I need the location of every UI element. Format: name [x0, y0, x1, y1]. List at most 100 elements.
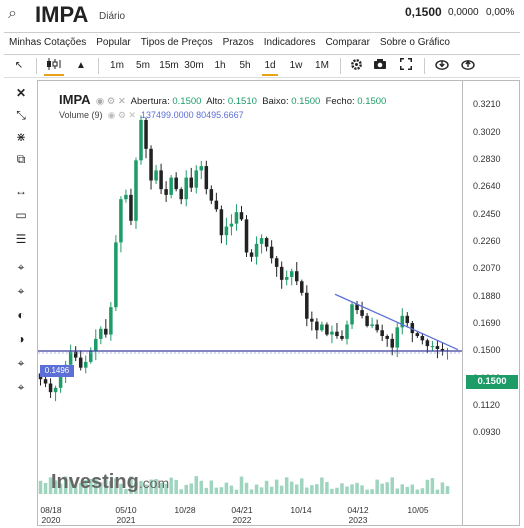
chart-area[interactable] — [37, 80, 463, 526]
interval-1M[interactable]: 1M — [315, 60, 329, 71]
volume-bar — [58, 483, 63, 494]
level-price-tag: 0.1496 — [40, 365, 74, 377]
candle-body — [300, 281, 304, 293]
candle-body — [425, 340, 430, 347]
upload-icon[interactable] — [460, 58, 476, 74]
line-tool-icon[interactable]: ↔ — [15, 184, 27, 198]
menu-price-types[interactable]: Tipos de Preços — [140, 37, 213, 48]
candle-body — [194, 170, 199, 188]
fibonacci-tool-icon[interactable]: ☰ — [15, 232, 27, 246]
menu-compare[interactable]: Comparar — [325, 37, 370, 48]
menu-my-quotes[interactable]: Minhas Cotações — [9, 37, 87, 48]
lock-tool-icon[interactable]: ⌖ — [17, 380, 25, 394]
candle-body — [400, 315, 405, 328]
camera-icon[interactable] — [372, 58, 388, 74]
interval-5h[interactable]: 5h — [239, 60, 251, 71]
interval-1d[interactable]: 1d — [262, 58, 278, 76]
volume-bar — [335, 487, 339, 494]
candle-body — [219, 209, 224, 236]
gear-icon[interactable] — [348, 58, 364, 74]
zoom-out-tool-icon[interactable]: ⌖ — [17, 284, 25, 298]
candle-body — [350, 304, 354, 325]
eye-icon[interactable]: ◉ ⚙ ✕ — [93, 96, 129, 107]
investing-logo: Investing.com — [51, 471, 169, 494]
period-label: Diário — [99, 11, 126, 22]
y-tick-label: 0.2450 — [473, 208, 501, 219]
y-tick-label: 0.2070 — [473, 263, 501, 274]
candle-body — [244, 219, 249, 253]
menu-periods[interactable]: Prazos — [222, 37, 254, 48]
candle-body — [124, 194, 128, 200]
volume-bar — [179, 489, 183, 494]
volume-bar — [355, 482, 359, 494]
candle-body — [169, 177, 173, 195]
menu-bar: Minhas Cotações Popular Tipos de Preços … — [4, 32, 520, 55]
cursor-tool-icon[interactable]: ⤡ — [16, 108, 26, 122]
search-icon[interactable]: ⌕ — [8, 5, 17, 22]
menu-about-chart[interactable]: Sobre o Gráfico — [379, 37, 450, 48]
candle-body — [294, 271, 299, 282]
volume-bar — [249, 489, 254, 494]
interval-5m[interactable]: 5m — [136, 60, 150, 71]
fullscreen-icon[interactable] — [398, 58, 414, 74]
legend-ticker: IMPA — [59, 92, 91, 107]
volume-bar — [264, 480, 269, 494]
candle-body — [370, 324, 374, 326]
eraser-tool-icon[interactable]: ◑ — [17, 332, 25, 346]
download-icon[interactable] — [434, 58, 450, 74]
volume-bar — [189, 483, 194, 494]
x-tick-label: 10/05 — [407, 505, 429, 515]
volume-bar — [400, 484, 405, 494]
y-tick-label: 0.2640 — [473, 181, 501, 192]
volume-legend: Volume (9) ◉ ⚙ ✕ 137499.0000 80495.6667 — [59, 110, 244, 121]
volume-bar — [259, 487, 264, 494]
volume-bar — [114, 478, 118, 494]
candle-body — [279, 266, 284, 280]
volume-bar — [139, 480, 143, 494]
volume-bar — [109, 481, 113, 494]
volume-bar — [390, 477, 394, 494]
interval-1w[interactable]: 1w — [289, 60, 303, 71]
volume-bar — [239, 476, 244, 494]
volume-bar — [149, 479, 153, 494]
x-tick-label: 08/18 2020 — [40, 505, 62, 525]
volume-bar — [244, 482, 249, 494]
menu-popular[interactable]: Popular — [96, 37, 131, 48]
volume-bar — [289, 481, 294, 494]
volume-bar — [350, 484, 354, 494]
clone-tool-icon[interactable]: ⧉ — [16, 152, 26, 166]
y-tick-label: 0.3210 — [473, 99, 501, 110]
interval-15m[interactable]: 15m — [159, 60, 179, 71]
volume-label: Volume (9) — [59, 110, 103, 120]
candle-body — [305, 292, 309, 319]
close-value: 0.1500 — [357, 96, 387, 107]
volume-bar — [395, 488, 400, 494]
y-tick-label: 0.2830 — [473, 153, 501, 164]
candle-body — [315, 321, 319, 331]
crosshair-tool-icon[interactable]: ⋇ — [15, 130, 27, 144]
interval-30m[interactable]: 30m — [184, 60, 204, 71]
magnet-tool-icon[interactable]: ⌖ — [17, 356, 25, 370]
volume-bar — [370, 489, 374, 494]
brush-tool-icon[interactable]: ◐ — [17, 308, 25, 322]
candle-body — [204, 166, 209, 190]
interval-1m[interactable]: 1m — [110, 60, 124, 71]
close-label: Fecho: — [325, 96, 355, 107]
y-tick-label: 0.1500 — [473, 345, 501, 356]
volume-bar — [294, 484, 299, 494]
pointer-icon[interactable]: ↖ — [14, 60, 24, 71]
volume-bar — [99, 482, 103, 494]
menu-indicators[interactable]: Indicadores — [263, 37, 316, 48]
drawing-tools: ✕ ⤡ ⋇ ⧉ ↔ ▭ ☰ ⌖ ⌖ ◐ ◑ ⌖ ⌖ — [4, 80, 36, 400]
interval-1h[interactable]: 1h — [214, 60, 226, 71]
close-tool-icon[interactable]: ✕ — [15, 86, 27, 100]
rectangle-tool-icon[interactable]: ▭ — [15, 208, 27, 222]
candle-body — [380, 330, 384, 336]
price-axis[interactable]: 0.3210 0.3020 0.2830 0.2640 0.2450 0.2260 0.20… — [463, 80, 520, 526]
candles-icon[interactable] — [44, 58, 64, 76]
open-value: 0.1500 — [172, 96, 202, 107]
zoom-in-tool-icon[interactable]: ⌖ — [17, 260, 25, 274]
mountain-icon[interactable]: ▲ — [76, 60, 86, 71]
eye-icon[interactable]: ◉ ⚙ ✕ — [105, 110, 139, 120]
